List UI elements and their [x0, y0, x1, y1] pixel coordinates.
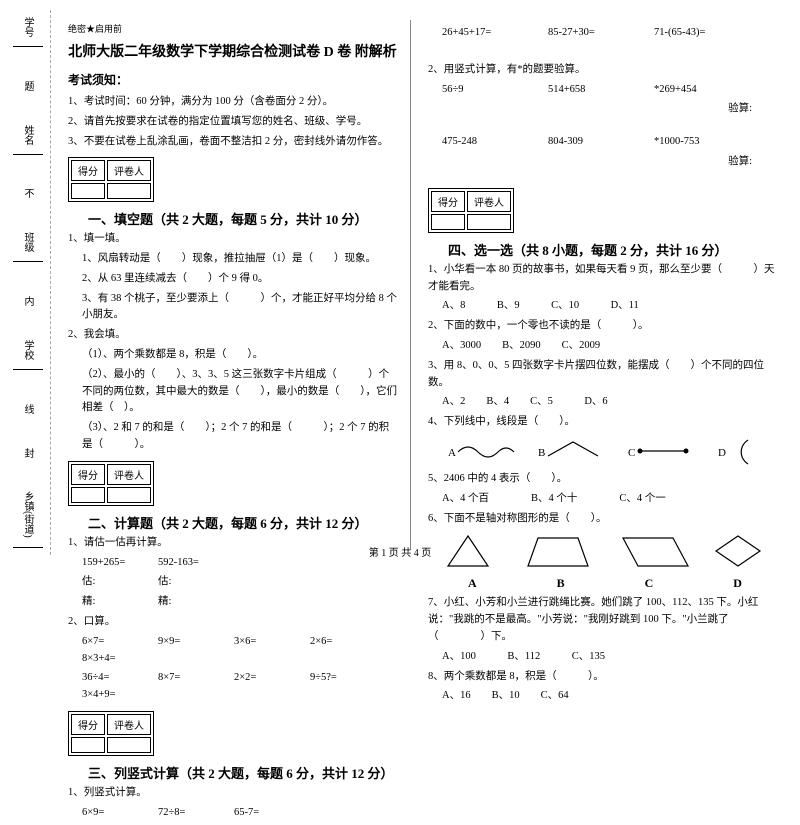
- notice-heading: 考试须知：: [68, 71, 397, 88]
- calc-row: 26+45+17=85-27+30=71-(65-43)=: [428, 25, 782, 42]
- side-mark: 封: [20, 448, 35, 458]
- section-title-3: 三、列竖式计算（共 2 大题，每题 6 分，共计 12 分）: [88, 763, 394, 782]
- score-box: 得分评卷人: [68, 157, 154, 202]
- sub-question: （1）、两个乘数都是 8，积是（ ）。: [68, 347, 397, 364]
- calc-row: 估:估:: [68, 574, 397, 591]
- calc-row: 475-248804-309*1000-753: [428, 134, 782, 151]
- question: 1、填一填。: [68, 231, 397, 248]
- score-box: 得分评卷人: [68, 461, 154, 506]
- question: 4、下列线中，线段是（ ）。: [428, 414, 782, 431]
- calc-row: 6×7=9×9=3×6=2×6=8×3+4=: [68, 634, 397, 668]
- options: A、3000 B、2090 C、2009: [428, 338, 782, 355]
- calc-row: 36÷4=8×7=2×2=9÷5?=3×4+9=: [68, 670, 397, 704]
- question: 5、2406 中的 4 表示（ ）。: [428, 471, 782, 488]
- question: 7、小红、小芳和小兰进行跳绳比赛。她们跳了 100、112、135 下。小红说：…: [428, 595, 782, 645]
- side-label: 学号: [13, 17, 43, 47]
- question: 2、口算。: [68, 614, 397, 631]
- sub-question: 3、有 38 个桃子，至少要添上（ ）个，才能正好平均分给 8 个小朋友。: [68, 291, 397, 325]
- calc-row: 56÷9514+658*269+454: [428, 82, 782, 99]
- line-options-svg: A B C D: [428, 434, 778, 468]
- check-label: 验算:: [428, 101, 782, 118]
- question: 1、小华看一本 80 页的故事书，如果每天看 9 页，那么至少要（ ）天才能看完…: [428, 262, 782, 296]
- side-mark: 不: [20, 188, 35, 198]
- question: 8、两个乘数都是 8，积是（ ）。: [428, 669, 782, 686]
- svg-text:D: D: [718, 447, 726, 459]
- score-box: 得分评卷人: [428, 188, 514, 233]
- options: A、16 B、10 C、64: [428, 688, 782, 705]
- sub-question: 1、风扇转动是（ ）现象，推拉抽屉（1）是（ ）现象。: [68, 251, 397, 268]
- svg-text:A: A: [448, 447, 456, 459]
- calc-row: 6×9=72÷8=65-7=: [68, 805, 397, 822]
- notice-item: 2、请首先按要求在试卷的指定位置填写您的姓名、班级、学号。: [68, 114, 397, 130]
- options: A、4 个百 B、4 个十 C、4 个一: [428, 491, 782, 508]
- side-label: 姓名: [13, 125, 43, 155]
- section-title-1: 一、填空题（共 2 大题，每题 5 分，共计 10 分）: [88, 209, 368, 228]
- column-divider: [410, 20, 411, 550]
- options: A、2 B、4 C、5 D、6: [428, 394, 782, 411]
- question: 2、我会填。: [68, 327, 397, 344]
- shape-labels: ABCD: [428, 576, 782, 591]
- side-label: 班级: [13, 232, 43, 262]
- check-label: 验算:: [428, 154, 782, 171]
- question: 2、下面的数中，一个零也不读的是（ ）。: [428, 318, 782, 335]
- side-mark: 内: [20, 296, 35, 306]
- options: A、8 B、9 C、10 D、11: [428, 298, 782, 315]
- section-title-2: 二、计算题（共 2 大题，每题 6 分，共计 12 分）: [88, 513, 368, 532]
- side-mark: 线: [20, 404, 35, 414]
- section-title-4: 四、选一选（共 8 小题，每题 2 分，共计 16 分）: [448, 240, 728, 259]
- sub-question: （2）、最小的（ ）、3、3、5 这三张数字卡片组成（ ）个不同的两位数，其中最…: [68, 367, 397, 417]
- svg-text:C: C: [628, 447, 635, 459]
- options: A、100 B、112 C、135: [428, 649, 782, 666]
- secrecy-mark: 绝密★启用前: [68, 22, 397, 35]
- question: 3、用 8、0、0、5 四张数字卡片摆四位数，能摆成（ ）个不同的四位数。: [428, 358, 782, 392]
- right-column: 26+45+17=85-27+30=71-(65-43)= 2、用竖式计算，有*…: [420, 22, 790, 708]
- paper-title: 北师大版二年级数学下学期综合检测试卷 D 卷 附解析: [68, 41, 397, 61]
- calc-row: 精:精:: [68, 594, 397, 611]
- side-label: 乡镇(街道): [13, 491, 43, 548]
- notice-item: 3、不要在试卷上乱涂乱画，卷面不整洁扣 2 分，密封线外请勿作答。: [68, 134, 397, 150]
- question: 6、下面不是轴对称图形的是（ ）。: [428, 511, 782, 528]
- left-column: 绝密★启用前 北师大版二年级数学下学期综合检测试卷 D 卷 附解析 考试须知： …: [60, 22, 405, 825]
- question: 1、列竖式计算。: [68, 785, 397, 802]
- side-mark: 题: [20, 81, 35, 91]
- sub-question: （3）、2 和 7 的和是（ ）；2 个 7 的和是（ ）；2 个 7 的积是（…: [68, 420, 397, 454]
- side-label: 学校: [13, 340, 43, 370]
- notice-item: 1、考试时间：60 分钟，满分为 100 分（含卷面分 2 分）。: [68, 94, 397, 110]
- question: 2、用竖式计算，有*的题要验算。: [428, 62, 782, 79]
- sub-question: 2、从 63 里连续减去（ ）个 9 得 0。: [68, 271, 397, 288]
- binding-strip: 学号 题 姓名 不 班级 内 学校 线 封 乡镇(街道): [0, 0, 55, 565]
- svg-text:B: B: [538, 447, 545, 459]
- fold-line: [50, 10, 51, 555]
- page-footer: 第 1 页 共 4 页: [0, 544, 800, 559]
- score-box: 得分评卷人: [68, 711, 154, 756]
